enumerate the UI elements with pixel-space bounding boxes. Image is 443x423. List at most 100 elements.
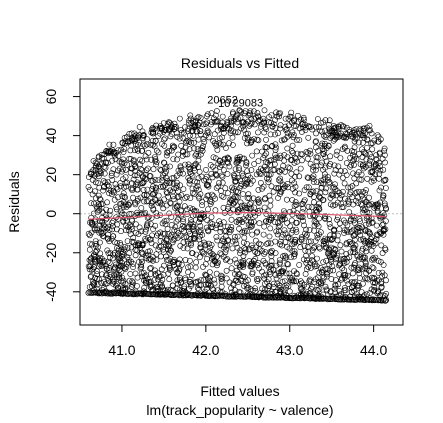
data-point bbox=[225, 155, 232, 162]
data-point bbox=[282, 115, 289, 122]
data-point bbox=[360, 254, 367, 261]
data-point bbox=[263, 126, 270, 133]
data-point bbox=[278, 268, 285, 275]
data-point bbox=[182, 275, 188, 281]
data-point bbox=[210, 292, 217, 299]
data-point bbox=[187, 283, 194, 289]
data-point bbox=[206, 198, 213, 205]
data-point bbox=[247, 111, 253, 118]
data-point bbox=[135, 240, 142, 247]
data-point bbox=[160, 120, 167, 126]
data-point bbox=[229, 245, 236, 252]
data-point bbox=[259, 148, 265, 155]
data-point bbox=[370, 296, 377, 303]
data-point bbox=[150, 257, 156, 264]
data-point bbox=[236, 225, 242, 232]
data-point bbox=[102, 290, 109, 297]
data-point bbox=[289, 142, 296, 149]
data-point bbox=[226, 229, 233, 236]
data-point bbox=[281, 157, 288, 164]
data-point bbox=[239, 229, 246, 235]
data-point bbox=[354, 296, 361, 303]
data-point bbox=[270, 121, 277, 127]
data-point bbox=[191, 178, 198, 185]
data-point bbox=[263, 218, 270, 224]
data-point bbox=[277, 241, 283, 248]
data-point bbox=[273, 185, 279, 191]
data-point bbox=[326, 220, 333, 227]
data-point bbox=[326, 235, 333, 242]
data-point bbox=[256, 170, 263, 177]
data-point bbox=[167, 233, 174, 240]
data-point bbox=[180, 245, 187, 251]
data-point bbox=[126, 250, 133, 257]
data-point bbox=[293, 123, 299, 129]
data-point bbox=[215, 183, 222, 190]
data-point bbox=[275, 228, 282, 235]
data-point bbox=[364, 209, 370, 215]
data-point bbox=[200, 121, 207, 128]
data-point bbox=[216, 140, 223, 146]
data-point bbox=[117, 255, 124, 262]
data-point bbox=[196, 286, 202, 293]
data-point bbox=[211, 280, 218, 287]
data-point bbox=[131, 172, 138, 179]
data-point bbox=[218, 276, 225, 282]
data-point bbox=[111, 152, 118, 159]
data-point bbox=[296, 173, 303, 180]
data-point bbox=[199, 198, 205, 205]
data-point bbox=[141, 198, 147, 205]
data-point bbox=[187, 240, 194, 247]
data-point bbox=[160, 239, 167, 245]
data-point bbox=[304, 257, 310, 264]
data-point bbox=[259, 185, 265, 192]
data-point bbox=[210, 254, 217, 261]
data-point bbox=[128, 244, 135, 251]
data-point bbox=[288, 170, 295, 177]
data-point bbox=[350, 279, 357, 286]
data-point bbox=[243, 228, 250, 235]
data-point bbox=[243, 282, 250, 289]
data-point bbox=[361, 239, 368, 246]
data-point bbox=[347, 228, 354, 235]
data-point bbox=[202, 281, 209, 288]
data-point bbox=[128, 130, 135, 137]
data-point bbox=[99, 208, 106, 215]
data-point bbox=[251, 161, 258, 167]
data-point bbox=[110, 141, 117, 148]
data-point bbox=[260, 183, 267, 190]
data-point bbox=[104, 225, 111, 232]
data-point bbox=[105, 290, 111, 297]
data-point bbox=[373, 222, 380, 229]
data-point bbox=[142, 171, 149, 178]
data-point bbox=[149, 186, 156, 192]
data-point bbox=[166, 210, 173, 217]
data-point bbox=[158, 201, 165, 208]
data-point bbox=[126, 227, 133, 234]
data-point bbox=[263, 136, 269, 143]
data-point bbox=[110, 187, 117, 194]
data-point bbox=[367, 169, 374, 176]
data-point bbox=[297, 295, 303, 302]
data-point bbox=[118, 159, 125, 166]
data-point bbox=[377, 136, 384, 143]
data-point bbox=[334, 237, 341, 244]
data-point bbox=[102, 263, 109, 269]
data-point bbox=[240, 264, 246, 270]
data-point bbox=[164, 149, 171, 156]
data-point bbox=[217, 221, 224, 228]
data-point bbox=[265, 239, 272, 246]
data-point bbox=[320, 180, 326, 187]
data-point bbox=[264, 175, 270, 182]
data-point bbox=[98, 201, 105, 208]
data-point bbox=[379, 222, 386, 228]
data-point bbox=[132, 163, 139, 170]
data-point bbox=[130, 264, 136, 270]
data-point bbox=[282, 239, 289, 245]
data-point bbox=[282, 123, 289, 130]
data-point bbox=[276, 222, 283, 229]
data-point bbox=[233, 193, 240, 200]
data-point bbox=[164, 243, 171, 250]
data-point bbox=[175, 260, 182, 266]
data-point bbox=[241, 293, 248, 300]
